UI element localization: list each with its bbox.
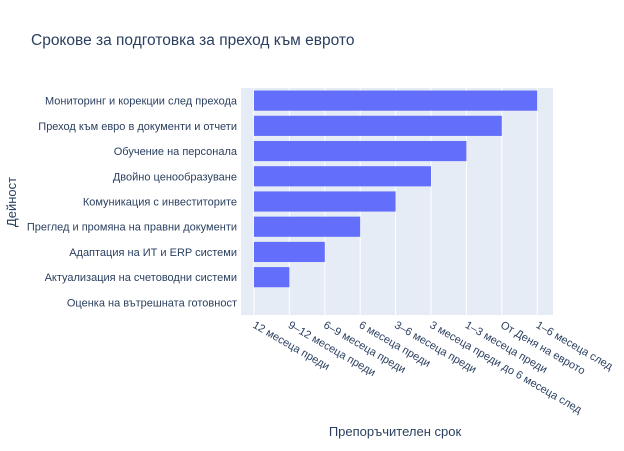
y-tick-label: Оценка на вътрешната готовност [67, 297, 237, 309]
y-tick-label: Преглед и промяна на правни документи [27, 222, 237, 234]
y-tick-label: Комуникация с инвеститорите [83, 197, 237, 209]
bar [254, 115, 502, 136]
bar [254, 90, 538, 111]
bar [254, 267, 290, 288]
bar [254, 166, 431, 187]
bar [254, 140, 467, 162]
y-axis-title: Дейност [4, 177, 19, 227]
bar [254, 241, 325, 263]
y-tick-label: Обучение на персонала [114, 146, 238, 158]
chart-title: Срокове за подготовка за преход към евро… [31, 32, 354, 49]
bar [254, 216, 361, 237]
x-axis-title: Препоръчителен срок [329, 424, 462, 439]
y-tick-label: Актуализация на счетоводни системи [45, 272, 237, 284]
y-tick-label: Двойно ценообразуване [113, 171, 237, 183]
y-tick-label: Мониторинг и корекции след прехода [45, 96, 238, 108]
y-tick-label: Адаптация на ИТ и ERP системи [69, 247, 237, 259]
y-tick-label: Преход към евро в документи и отчети [38, 121, 237, 133]
bar [254, 191, 396, 212]
